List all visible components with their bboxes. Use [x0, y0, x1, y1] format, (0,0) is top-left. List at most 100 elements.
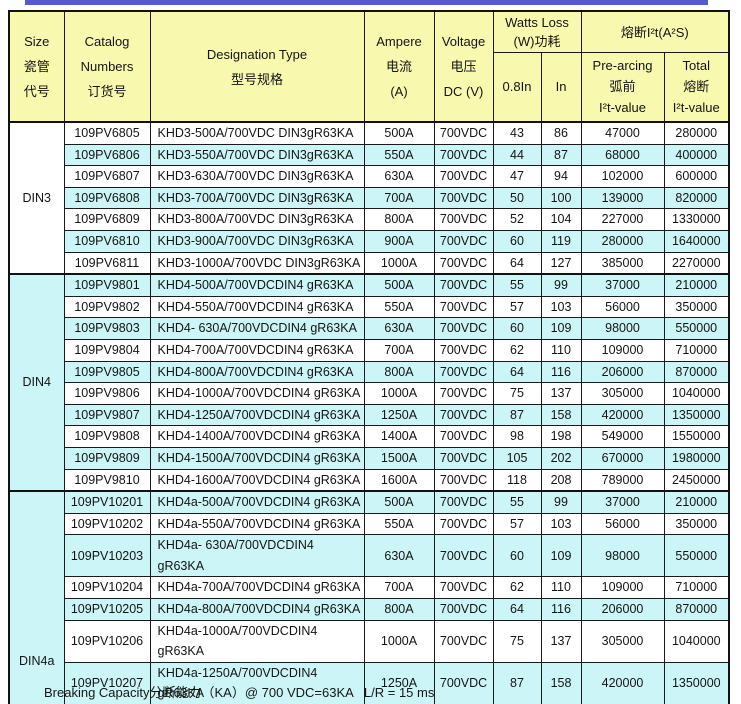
- cell-designation: KHD3-630A/700VDC DIN3gR63KA: [149, 165, 365, 188]
- cell-catalog-number: 109PV9801: [63, 273, 151, 297]
- cell-catalog-number: 109PV10201: [63, 490, 151, 514]
- cell-total-i2t: 710000: [663, 338, 730, 362]
- cell-total-i2t: 1040000: [663, 619, 730, 663]
- cell-watts-08in: 57: [492, 295, 542, 319]
- cell-ampere: 800A: [363, 208, 435, 231]
- cell-total-i2t: 210000: [663, 273, 730, 297]
- col-header-total-line: Total: [682, 58, 710, 74]
- cell-ampere: 500A: [363, 490, 435, 514]
- cell-watts-08in: 64: [492, 251, 542, 275]
- cell-voltage: 700VDC: [433, 360, 494, 384]
- cell-total-i2t: 870000: [663, 360, 730, 384]
- cell-designation: KHD4a-500A/700VDCDIN4 gR63KA: [149, 490, 365, 514]
- cell-voltage: 700VDC: [433, 661, 494, 704]
- cell-watts-08in: 62: [492, 576, 542, 600]
- cell-prearcing-i2t: 385000: [580, 251, 665, 275]
- cell-total-i2t: 1330000: [663, 208, 730, 231]
- cell-watts-08in: 43: [492, 120, 542, 145]
- cell-prearcing-i2t: 789000: [580, 468, 665, 492]
- cell-catalog-number: 109PV10203: [63, 534, 151, 578]
- cell-prearcing-i2t: 109000: [580, 576, 665, 600]
- cell-catalog-number: 109PV9802: [63, 295, 151, 319]
- cell-total-i2t: 210000: [663, 490, 730, 514]
- cell-total-i2t: 2270000: [663, 251, 730, 275]
- cell-catalog-number: 109PV9810: [63, 468, 151, 492]
- cell-watts-in: 100: [540, 186, 582, 210]
- cell-designation: KHD4-500A/700VDCDIN4 gR63KA: [149, 273, 365, 297]
- cell-designation: KHD4-1400A/700VDCDIN4 gR63KA: [149, 425, 365, 448]
- size-group-label: DIN3: [8, 120, 65, 275]
- cell-watts-08in: 50: [492, 186, 542, 210]
- cell-total-i2t: 870000: [663, 598, 730, 621]
- cell-voltage: 700VDC: [433, 619, 494, 663]
- cell-watts-08in: 57: [492, 512, 542, 536]
- cell-watts-08in: 47: [492, 165, 542, 188]
- cell-designation: KHD4a-550A/700VDCDIN4 gR63KA: [149, 512, 365, 536]
- cell-prearcing-i2t: 280000: [580, 229, 665, 253]
- col-header-size-line: 瓷管: [23, 59, 50, 74]
- cell-ampere: 700A: [363, 186, 435, 210]
- cell-prearcing-i2t: 47000: [580, 120, 665, 145]
- table-row: 109PV9802 KHD4-550A/700VDCDIN4 gR63KA 550A…: [9, 295, 730, 319]
- cell-ampere: 900A: [363, 229, 435, 253]
- table-header: Size 瓷管 代号 Catalog Numbers 订货号 Designati…: [8, 10, 730, 123]
- col-header-total-line: 熔断: [683, 79, 710, 95]
- cell-ampere: 630A: [363, 317, 435, 340]
- table-row: 109PV6808 KHD3-700A/700VDC DIN3gR63KA 700A…: [9, 186, 730, 210]
- table-row: 109PV6809 KHD3-800A/700VDC DIN3gR63KA 800A…: [9, 208, 730, 231]
- cell-voltage: 700VDC: [433, 120, 494, 145]
- cell-watts-in: 127: [540, 251, 582, 275]
- cell-watts-08in: 87: [492, 403, 542, 427]
- cell-watts-08in: 98: [492, 425, 542, 448]
- cell-catalog-number: 109PV10206: [63, 619, 151, 663]
- cell-voltage: 700VDC: [433, 403, 494, 427]
- cell-catalog-number: 109PV10205: [63, 598, 151, 621]
- cell-watts-08in: 75: [492, 619, 542, 663]
- col-header-ampere-line: Ampere: [376, 34, 422, 49]
- cell-watts-in: 109: [540, 534, 582, 578]
- cell-watts-in: 87: [540, 143, 582, 167]
- cell-designation: KHD4-550A/700VDCDIN4 gR63KA: [149, 295, 365, 319]
- table-row: 109PV9806 KHD4-1000A/700VDCDIN4 gR63KA 100…: [9, 382, 730, 405]
- cell-total-i2t: 1640000: [663, 229, 730, 253]
- cell-ampere: 1250A: [363, 661, 435, 704]
- col-header-ampere: Ampere 电流 (A): [363, 10, 435, 123]
- col-header-total-line: I²t-value: [672, 100, 720, 116]
- cell-watts-08in: 44: [492, 143, 542, 167]
- cell-total-i2t: 1550000: [663, 425, 730, 448]
- table-row: 109PV9809 KHD4-1500A/700VDCDIN4 gR63KA 150…: [9, 446, 730, 470]
- cell-watts-in: 202: [540, 446, 582, 470]
- cell-total-i2t: 1350000: [663, 403, 730, 427]
- cell-ampere: 630A: [363, 534, 435, 578]
- cell-watts-in: 208: [540, 468, 582, 492]
- table-row: 109PV9810 KHD4-1600A/700VDCDIN4 gR63KA 160…: [9, 468, 730, 492]
- cell-prearcing-i2t: 420000: [580, 403, 665, 427]
- cell-watts-in: 158: [540, 661, 582, 704]
- cell-watts-08in: 64: [492, 598, 542, 621]
- col-header-designation: Designation Type 型号规格: [149, 10, 365, 123]
- table-row: 109PV9808 KHD4-1400A/700VDCDIN4 gR63KA 140…: [9, 425, 730, 448]
- cell-ampere: 1600A: [363, 468, 435, 492]
- table-row: 109PV9805 KHD4-800A/700VDCDIN4 gR63KA 800A…: [9, 360, 730, 384]
- col-header-i2t-text: 熔断I²t(A²S): [620, 25, 689, 41]
- cell-voltage: 700VDC: [433, 490, 494, 514]
- cell-voltage: 700VDC: [433, 446, 494, 470]
- top-divider-bar: [25, 0, 708, 5]
- cell-ampere: 800A: [363, 360, 435, 384]
- cell-watts-in: 110: [540, 338, 582, 362]
- col-header-ampere-line: 电流: [385, 59, 412, 74]
- cell-prearcing-i2t: 670000: [580, 446, 665, 470]
- cell-watts-08in: 75: [492, 382, 542, 405]
- cell-prearcing-i2t: 206000: [580, 360, 665, 384]
- cell-designation: KHD3-550A/700VDC DIN3gR63KA: [149, 143, 365, 167]
- cell-total-i2t: 280000: [663, 120, 730, 145]
- cell-total-i2t: 820000: [663, 186, 730, 210]
- cell-designation: KHD4a-800A/700VDCDIN4 gR63KA: [149, 598, 365, 621]
- cell-designation: KHD4a-700A/700VDCDIN4 gR63KA: [149, 576, 365, 600]
- cell-watts-in: 99: [540, 273, 582, 297]
- cell-designation: KHD3-800A/700VDC DIN3gR63KA: [149, 208, 365, 231]
- breaking-capacity-note: Breaking Capacity分断能力（KA）@ 700 VDC=63KA …: [44, 685, 435, 700]
- col-header-catalog-line: Numbers: [80, 59, 134, 74]
- cell-ampere: 1000A: [363, 251, 435, 275]
